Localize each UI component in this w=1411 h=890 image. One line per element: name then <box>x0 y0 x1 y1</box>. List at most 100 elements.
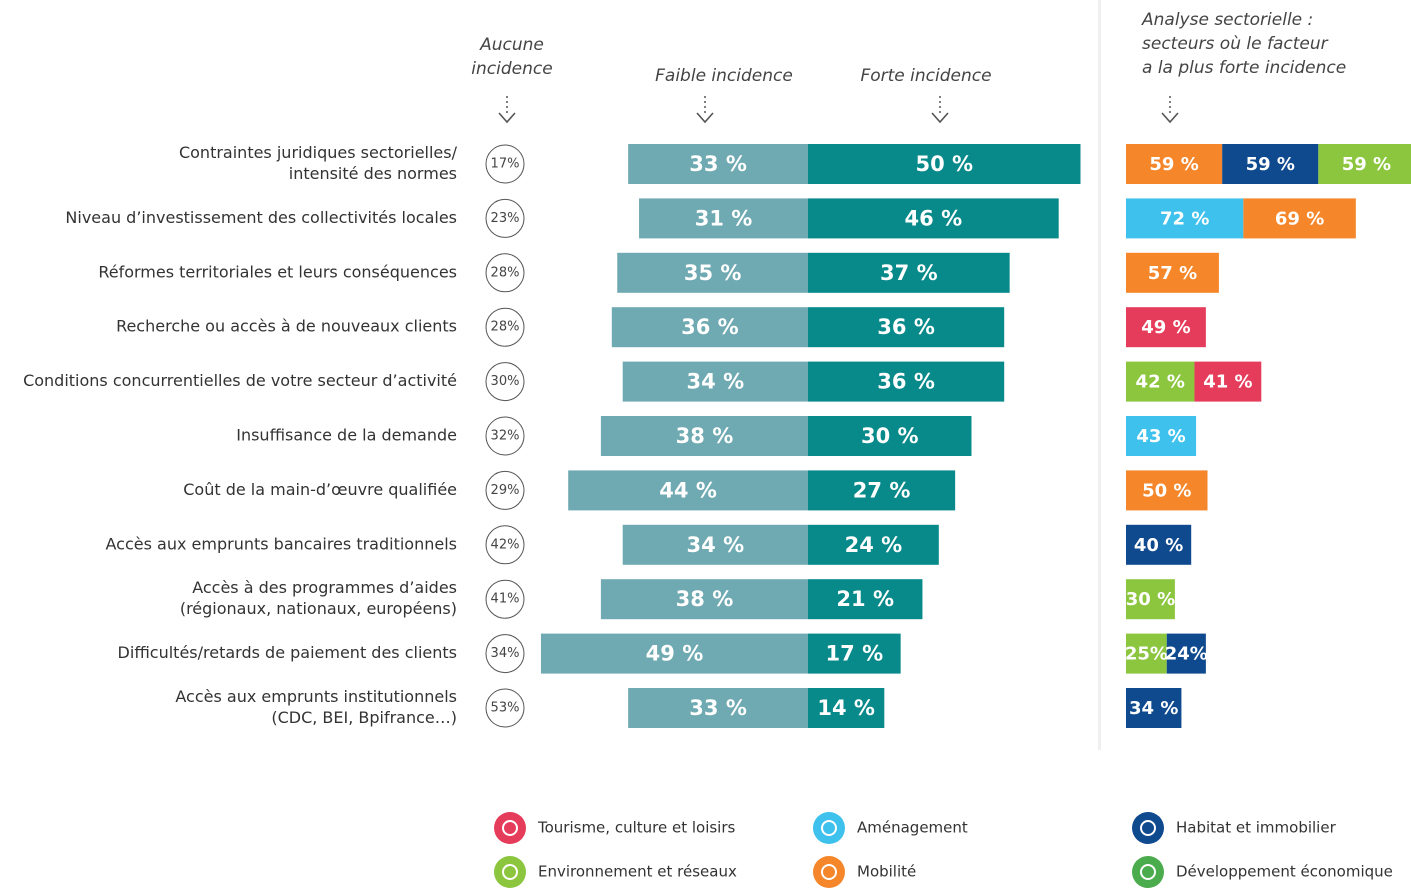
legend-icon <box>494 856 526 888</box>
none-circle <box>485 416 525 456</box>
category-label: Recherche ou accès à de nouveaux clients <box>116 317 457 336</box>
none-circle <box>485 688 525 728</box>
sector-bar <box>1126 416 1197 456</box>
column-header: Aucune <box>479 35 544 55</box>
low-bar <box>568 470 808 511</box>
none-label: 53% <box>491 701 520 716</box>
high-label: 21 % <box>836 587 894 611</box>
sector-label: 42 % <box>1136 372 1185 393</box>
high-bar <box>808 688 885 728</box>
legend-icon-inner <box>502 864 518 880</box>
low-label: 33 % <box>689 696 747 720</box>
category-label: Coût de la main-d’œuvre qualifiée <box>183 480 457 499</box>
none-label: 34% <box>491 646 520 661</box>
legend-icon-inner <box>1140 820 1156 836</box>
low-label: 38 % <box>676 587 734 611</box>
none-label: 28% <box>491 265 520 280</box>
none-label: 30% <box>491 374 520 389</box>
sector-label: 34 % <box>1129 698 1178 719</box>
low-label: 31 % <box>695 206 753 230</box>
sector-label: 50 % <box>1142 480 1191 501</box>
low-bar <box>628 688 808 728</box>
high-bar <box>808 579 923 620</box>
low-bar <box>622 361 808 402</box>
none-circle <box>485 362 525 402</box>
low-label: 34 % <box>687 533 745 557</box>
legend-icon <box>1132 812 1164 844</box>
none-circle <box>485 470 525 510</box>
sector-header: a la plus forte incidence <box>1142 58 1346 78</box>
sector-bar <box>1126 198 1244 239</box>
low-bar <box>628 144 808 184</box>
category-label: Niveau d’investissement des collectivité… <box>65 208 457 227</box>
sector-bar <box>1126 252 1219 293</box>
high-bar <box>808 470 956 511</box>
sector-bar <box>1126 144 1223 184</box>
category-label: Difficultés/retards de paiement des clie… <box>118 643 457 662</box>
sector-label: 24% <box>1165 644 1208 665</box>
high-label: 37 % <box>880 261 938 285</box>
sector-bar <box>1126 524 1192 565</box>
legend-icon <box>813 812 845 844</box>
low-bar <box>611 307 808 348</box>
low-label: 33 % <box>689 152 747 176</box>
legend-icon <box>1132 856 1164 888</box>
sector-label: 69 % <box>1275 208 1324 229</box>
legend-icon <box>494 812 526 844</box>
sector-label: 49 % <box>1141 317 1190 338</box>
column-header: Forte incidence <box>860 66 991 86</box>
category-label: Contraintes juridiques sectorielles/ <box>179 143 458 162</box>
none-label: 28% <box>491 320 520 335</box>
sector-header: secteurs où le facteur <box>1142 34 1329 54</box>
high-bar <box>808 633 901 674</box>
none-label: 23% <box>491 211 520 226</box>
low-bar <box>600 579 808 620</box>
none-circle <box>485 634 525 674</box>
category-label: Accès à des programmes d’aides <box>192 578 457 597</box>
none-label: 29% <box>491 483 520 498</box>
high-bar <box>808 144 1081 184</box>
high-label: 14 % <box>817 696 875 720</box>
none-label: 42% <box>491 537 520 552</box>
high-label: 36 % <box>877 370 935 394</box>
none-label: 32% <box>491 429 520 444</box>
arrow-head <box>498 112 516 124</box>
sector-label: 57 % <box>1148 263 1197 284</box>
none-circle <box>485 253 525 293</box>
sector-label: 43 % <box>1136 426 1185 447</box>
low-label: 49 % <box>646 642 704 666</box>
none-circle <box>485 579 525 619</box>
sector-bar <box>1194 361 1262 402</box>
sector-header: Analyse sectorielle : <box>1141 10 1313 30</box>
legend-label: Habitat et immobilier <box>1176 819 1337 837</box>
sector-bar <box>1318 144 1411 184</box>
category-label: Accès aux emprunts bancaires traditionne… <box>106 534 457 553</box>
none-circle <box>485 144 525 184</box>
sector-label: 25% <box>1125 644 1168 665</box>
sector-bar <box>1126 361 1195 402</box>
arrow-head <box>1161 112 1179 124</box>
none-circle <box>485 307 525 347</box>
category-label: Insuffisance de la demande <box>236 426 457 445</box>
column-header: incidence <box>471 59 552 79</box>
sector-label: 59 % <box>1246 154 1295 175</box>
sector-bar <box>1243 198 1356 239</box>
low-bar <box>540 633 808 674</box>
high-bar <box>808 361 1005 402</box>
high-label: 50 % <box>915 152 973 176</box>
column-header: Faible incidence <box>655 66 793 86</box>
sector-label: 59 % <box>1149 154 1198 175</box>
sector-label: 72 % <box>1160 208 1209 229</box>
legend-label: Développement économique <box>1176 863 1393 881</box>
separator <box>1098 0 1101 750</box>
sector-label: 41 % <box>1203 372 1252 393</box>
sector-bar <box>1222 144 1319 184</box>
category-label: Réformes territoriales et leurs conséque… <box>98 262 457 281</box>
legend-label: Environnement et réseaux <box>538 863 737 881</box>
sector-bar <box>1126 307 1206 348</box>
legend-icon-inner <box>502 820 518 836</box>
category-label: Accès aux emprunts institutionnels <box>175 687 457 706</box>
sector-label: 30 % <box>1126 589 1175 610</box>
none-label: 17% <box>491 157 520 172</box>
